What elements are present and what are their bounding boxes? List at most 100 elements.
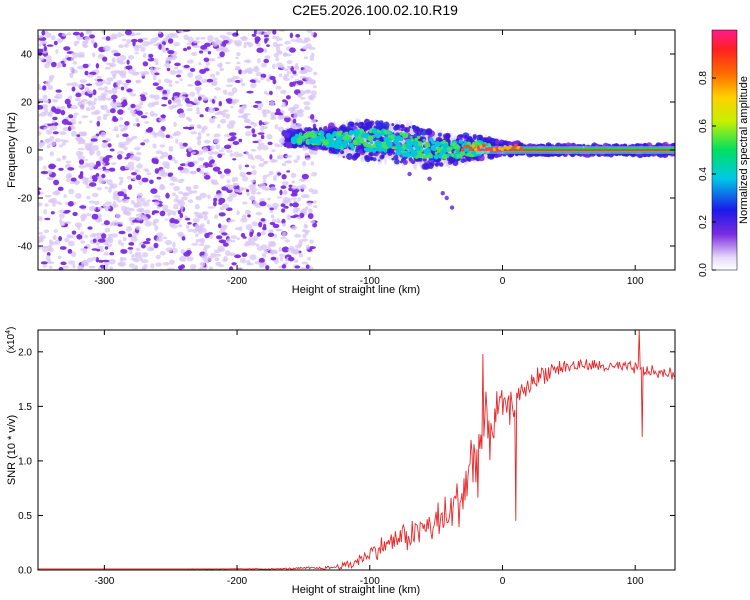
noise-point bbox=[95, 133, 100, 137]
y-tick-label: 1.5 bbox=[18, 402, 32, 413]
noise-point bbox=[217, 110, 223, 115]
noise-point bbox=[261, 252, 267, 258]
noise-point bbox=[117, 109, 124, 115]
noise-point bbox=[32, 264, 36, 267]
noise-point bbox=[112, 117, 119, 123]
noise-point bbox=[124, 157, 129, 160]
noise-point bbox=[97, 238, 106, 243]
noise-point bbox=[146, 172, 152, 176]
noise-point bbox=[107, 187, 112, 193]
noise-point bbox=[271, 149, 276, 152]
noise-point bbox=[97, 206, 103, 210]
signal-point bbox=[409, 158, 414, 163]
noise-point bbox=[257, 132, 265, 135]
noise-point bbox=[31, 140, 37, 143]
noise-point bbox=[126, 59, 130, 65]
noise-point bbox=[153, 94, 160, 101]
noise-point bbox=[125, 65, 131, 70]
signal-core-point bbox=[422, 155, 427, 159]
noise-point bbox=[202, 267, 207, 270]
noise-point bbox=[195, 37, 201, 40]
noise-point bbox=[43, 107, 49, 112]
noise-point bbox=[305, 244, 310, 250]
noise-point bbox=[313, 200, 317, 204]
noise-point bbox=[146, 199, 151, 203]
noise-point bbox=[290, 75, 294, 79]
noise-point bbox=[264, 38, 269, 41]
signal-core-point bbox=[391, 146, 395, 150]
noise-point bbox=[265, 92, 269, 96]
noise-point bbox=[62, 155, 66, 161]
noise-point bbox=[189, 67, 196, 72]
noise-point bbox=[256, 47, 264, 53]
noise-point bbox=[215, 71, 220, 76]
noise-point bbox=[299, 212, 305, 219]
noise-point bbox=[179, 78, 183, 82]
noise-point bbox=[196, 89, 200, 95]
noise-point bbox=[111, 220, 119, 227]
noise-point bbox=[308, 266, 314, 270]
noise-point bbox=[194, 224, 200, 228]
noise-point bbox=[97, 167, 103, 171]
noise-point bbox=[202, 174, 206, 177]
noise-point bbox=[77, 54, 85, 58]
noise-point bbox=[305, 157, 311, 161]
noise-point bbox=[187, 36, 194, 43]
noise-point bbox=[80, 214, 88, 220]
noise-point bbox=[286, 53, 292, 57]
noise-point bbox=[248, 237, 252, 242]
noise-point bbox=[221, 232, 228, 236]
noise-point bbox=[279, 189, 283, 196]
noise-point bbox=[44, 138, 52, 143]
noise-point bbox=[167, 210, 175, 215]
noise-point bbox=[50, 211, 55, 215]
noise-point bbox=[79, 104, 85, 111]
noise-point bbox=[254, 38, 259, 44]
noise-point bbox=[77, 84, 83, 89]
noise-point bbox=[181, 95, 186, 101]
noise-point bbox=[245, 151, 249, 156]
noise-point bbox=[210, 73, 216, 78]
noise-point bbox=[215, 144, 221, 150]
noise-point bbox=[117, 32, 122, 38]
noise-point bbox=[183, 251, 191, 257]
noise-point bbox=[143, 264, 148, 269]
noise-point bbox=[84, 158, 88, 162]
noise-point bbox=[244, 125, 252, 129]
noise-point bbox=[141, 267, 147, 270]
noise-point bbox=[133, 123, 137, 127]
noise-point bbox=[75, 192, 82, 199]
signal-point bbox=[443, 134, 450, 141]
noise-point bbox=[151, 211, 155, 215]
noise-point bbox=[213, 138, 220, 144]
noise-point bbox=[118, 221, 124, 225]
noise-point bbox=[266, 197, 271, 201]
colorbar-tick-label: 0.6 bbox=[698, 119, 709, 133]
noise-point bbox=[38, 245, 42, 250]
noise-point bbox=[282, 75, 288, 80]
noise-point bbox=[178, 265, 183, 270]
noise-point bbox=[303, 65, 311, 69]
noise-point bbox=[49, 125, 58, 131]
noise-point bbox=[262, 223, 267, 229]
signal-core-point bbox=[348, 142, 354, 148]
noise-point bbox=[304, 81, 312, 85]
noise-point bbox=[193, 211, 199, 215]
noise-point bbox=[145, 238, 151, 242]
noise-point bbox=[174, 62, 181, 67]
noise-point bbox=[298, 178, 305, 182]
x-tick-label: -300 bbox=[94, 576, 114, 587]
signal-point bbox=[340, 150, 345, 155]
signal-core-point bbox=[422, 138, 426, 142]
noise-point bbox=[270, 214, 275, 219]
signal-point bbox=[425, 128, 433, 136]
noise-point bbox=[105, 201, 113, 206]
noise-point bbox=[172, 42, 181, 47]
noise-point bbox=[258, 142, 265, 146]
noise-point bbox=[166, 67, 171, 72]
noise-point bbox=[239, 171, 246, 178]
noise-point bbox=[124, 30, 132, 36]
noise-point bbox=[304, 106, 311, 111]
noise-point bbox=[90, 105, 96, 111]
signal-point bbox=[342, 155, 346, 159]
